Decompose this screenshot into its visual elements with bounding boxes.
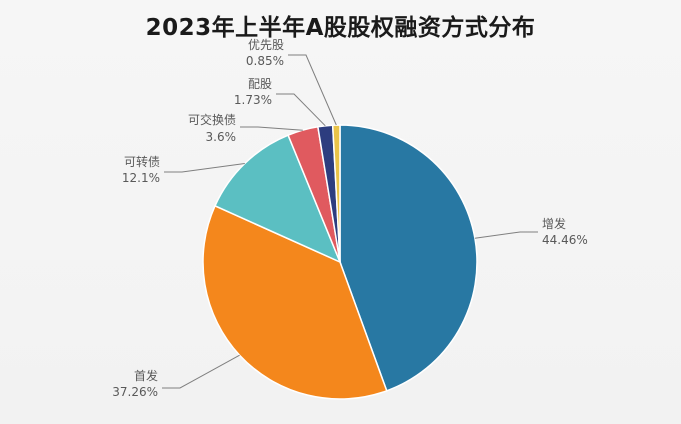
slice-name-label-1: 首发: [134, 368, 158, 383]
slice-value-label-3: 3.6%: [206, 130, 237, 144]
slice-name-label-0: 增发: [542, 216, 566, 231]
slice-value-label-2: 12.1%: [122, 171, 160, 185]
pie-slice-2: [214, 134, 342, 264]
chart-title: 2023年上半年A股股权融资方式分布: [145, 15, 536, 41]
leader-line-0: [474, 231, 538, 239]
slice-value-label-5: 0.85%: [246, 54, 284, 68]
leader-line-3: [240, 126, 303, 131]
leader-line-5: [288, 54, 337, 126]
slice-name-label-4: 配股: [248, 77, 272, 91]
pie-slice-1: [202, 204, 388, 400]
slice-value-label-4: 1.73%: [234, 93, 272, 107]
slice-value-label-1: 37.26%: [112, 385, 158, 399]
slice-name-label-5: 优先股: [248, 38, 284, 52]
leader-line-4: [276, 93, 326, 127]
slice-name-label-3: 可交换债: [188, 112, 236, 127]
slice-value-label-0: 44.46%: [542, 233, 588, 247]
slice-name-label-2: 可转债: [124, 154, 160, 169]
leader-line-2: [164, 163, 245, 173]
pie-slice-5: [331, 124, 341, 263]
leader-line-1: [162, 354, 240, 389]
